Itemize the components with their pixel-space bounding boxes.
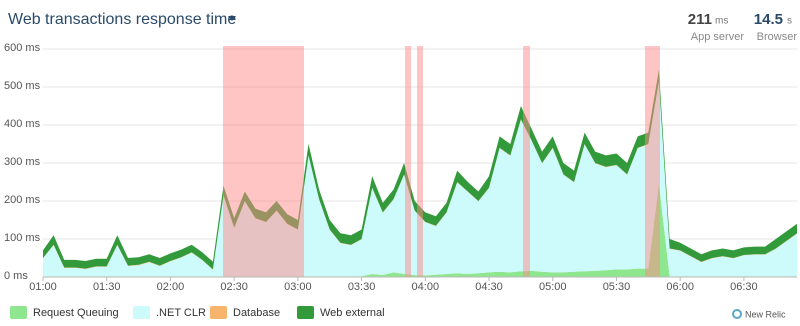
x-tick-label: 01:30 bbox=[93, 281, 121, 293]
legend-label: Web external bbox=[320, 307, 385, 319]
incident-band[interactable] bbox=[223, 46, 304, 277]
legend-swatch bbox=[133, 306, 150, 319]
legend-label: Request Queuing bbox=[33, 307, 119, 319]
x-tick-label: 01:00 bbox=[29, 281, 57, 293]
y-tick-label: 400 ms bbox=[4, 118, 41, 130]
x-tick-label: 02:00 bbox=[157, 281, 185, 293]
incident-band[interactable] bbox=[417, 46, 423, 277]
area bbox=[43, 69, 797, 270]
legend-swatch bbox=[297, 306, 314, 319]
x-tick-label: 04:00 bbox=[412, 281, 440, 293]
stat-value: 14.5 bbox=[754, 11, 783, 28]
stat-unit: ms bbox=[715, 16, 728, 27]
x-tick-label: 03:30 bbox=[348, 281, 376, 293]
legend-label: .NET CLR bbox=[156, 307, 206, 319]
x-tick-label: 06:00 bbox=[666, 281, 694, 293]
brand: New Relic bbox=[745, 309, 786, 319]
stat-label: Browser bbox=[757, 31, 798, 43]
incident-band[interactable] bbox=[523, 46, 530, 277]
x-tick-label: 06:30 bbox=[730, 281, 758, 293]
y-tick-label: 300 ms bbox=[4, 156, 41, 168]
legend-label: Database bbox=[233, 307, 280, 319]
incident-bands bbox=[223, 46, 660, 277]
legend-swatch bbox=[10, 306, 27, 319]
dropdown-caret[interactable] bbox=[228, 16, 236, 21]
chart-title: Web transactions response time bbox=[8, 11, 236, 28]
stat-unit: s bbox=[787, 16, 792, 27]
y-tick-label: 500 ms bbox=[4, 80, 41, 92]
y-tick-label: 600 ms bbox=[4, 42, 41, 54]
incident-band[interactable] bbox=[405, 46, 411, 277]
stat-value: 211 bbox=[688, 11, 712, 28]
x-tick-label: 05:30 bbox=[603, 281, 631, 293]
y-tick-label: 100 ms bbox=[4, 232, 41, 244]
incident-band[interactable] bbox=[645, 46, 660, 277]
brand-logo bbox=[732, 309, 742, 319]
x-tick-label: 05:00 bbox=[539, 281, 567, 293]
x-tick-label: 02:30 bbox=[220, 281, 248, 293]
legend-swatch bbox=[210, 306, 227, 319]
stat-label: App server bbox=[691, 31, 745, 43]
x-tick-label: 04:30 bbox=[475, 281, 503, 293]
y-tick-label: 200 ms bbox=[4, 194, 41, 206]
y-tick-label: 0 ms bbox=[4, 270, 28, 282]
x-tick-label: 03:00 bbox=[284, 281, 312, 293]
